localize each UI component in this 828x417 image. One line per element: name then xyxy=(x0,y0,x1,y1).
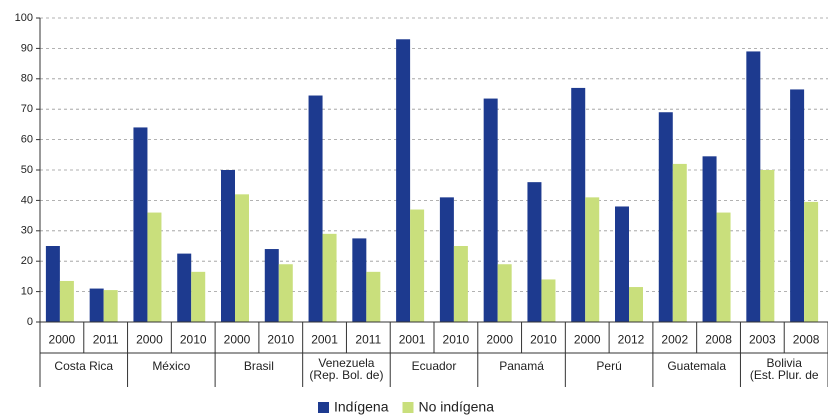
bar xyxy=(615,206,629,322)
bar xyxy=(672,163,687,322)
x-tick-label: 2008 xyxy=(705,333,732,347)
group-label: Guatemala xyxy=(667,359,726,373)
bar xyxy=(59,280,74,322)
bar xyxy=(396,39,411,322)
y-tick-label: 80 xyxy=(21,73,33,85)
x-tick-label: 2000 xyxy=(574,333,601,347)
x-tick-label: 2000 xyxy=(486,333,513,347)
bar xyxy=(439,197,454,322)
y-tick-label: 10 xyxy=(21,286,33,298)
x-tick-label: 2010 xyxy=(180,333,207,347)
bar xyxy=(322,233,337,322)
bar xyxy=(790,89,805,322)
bar xyxy=(191,271,206,322)
y-tick-label: 90 xyxy=(21,42,33,54)
x-tick-label: 2000 xyxy=(224,333,251,347)
bar xyxy=(702,156,717,322)
bar xyxy=(89,288,104,322)
bar xyxy=(147,212,162,322)
group-label: Venezuela xyxy=(318,356,374,370)
bar xyxy=(571,87,586,322)
x-tick-label: 2001 xyxy=(399,333,426,347)
bar xyxy=(45,246,60,322)
x-tick-label: 2003 xyxy=(749,333,776,347)
x-tick-label: 2010 xyxy=(267,333,294,347)
bar xyxy=(541,279,556,322)
y-tick-label: 0 xyxy=(27,316,33,328)
legend-swatch xyxy=(318,402,329,413)
x-tick-label: 2011 xyxy=(355,333,381,347)
x-tick-label: 2010 xyxy=(443,333,470,347)
bar xyxy=(410,209,425,322)
group-label: Perú xyxy=(596,359,621,373)
y-tick-label: 20 xyxy=(21,255,33,267)
bar xyxy=(746,51,761,322)
x-tick-label: 2002 xyxy=(661,333,688,347)
bar xyxy=(585,197,600,322)
bar xyxy=(177,253,192,322)
bar xyxy=(527,182,542,322)
bar xyxy=(308,95,323,323)
bar xyxy=(483,98,498,322)
bar xyxy=(366,271,381,322)
group-label: Bolivia xyxy=(767,356,803,370)
group-label: México xyxy=(152,359,190,373)
bar xyxy=(804,201,819,322)
group-label: Ecuador xyxy=(412,359,457,373)
group-label: Costa Rica xyxy=(54,359,113,373)
bar xyxy=(658,112,673,323)
group-label: (Rep. Bol. de) xyxy=(309,368,383,382)
legend-label: Indígena xyxy=(334,399,389,415)
y-tick-label: 70 xyxy=(21,103,33,115)
x-tick-label: 2012 xyxy=(618,333,645,347)
x-tick-label: 2010 xyxy=(530,333,557,347)
y-tick-label: 50 xyxy=(21,164,33,176)
legend-swatch xyxy=(402,402,414,413)
bar xyxy=(453,246,468,322)
x-tick-label: 2011 xyxy=(93,333,119,347)
bar xyxy=(278,264,293,322)
bar xyxy=(497,264,512,322)
bar xyxy=(716,212,731,322)
bar xyxy=(629,287,643,322)
bar xyxy=(352,238,367,322)
y-tick-label: 60 xyxy=(21,134,33,146)
group-label: (Est. Plur. de xyxy=(750,368,819,382)
x-tick-label: 2001 xyxy=(311,333,338,347)
x-tick-label: 2000 xyxy=(49,333,76,347)
y-tick-label: 30 xyxy=(21,225,33,237)
x-tick-label: 2000 xyxy=(136,333,163,347)
bar xyxy=(133,127,148,322)
group-label: Panamá xyxy=(499,359,544,373)
y-tick-label: 100 xyxy=(15,12,33,24)
legend-label: No indígena xyxy=(419,399,495,415)
y-tick-label: 40 xyxy=(21,194,33,206)
bar xyxy=(760,170,775,322)
x-tick-label: 2008 xyxy=(793,333,820,347)
bar xyxy=(264,249,279,322)
bar xyxy=(103,290,118,322)
bar xyxy=(235,194,249,322)
bar xyxy=(221,170,235,322)
group-label: Brasil xyxy=(244,359,274,373)
